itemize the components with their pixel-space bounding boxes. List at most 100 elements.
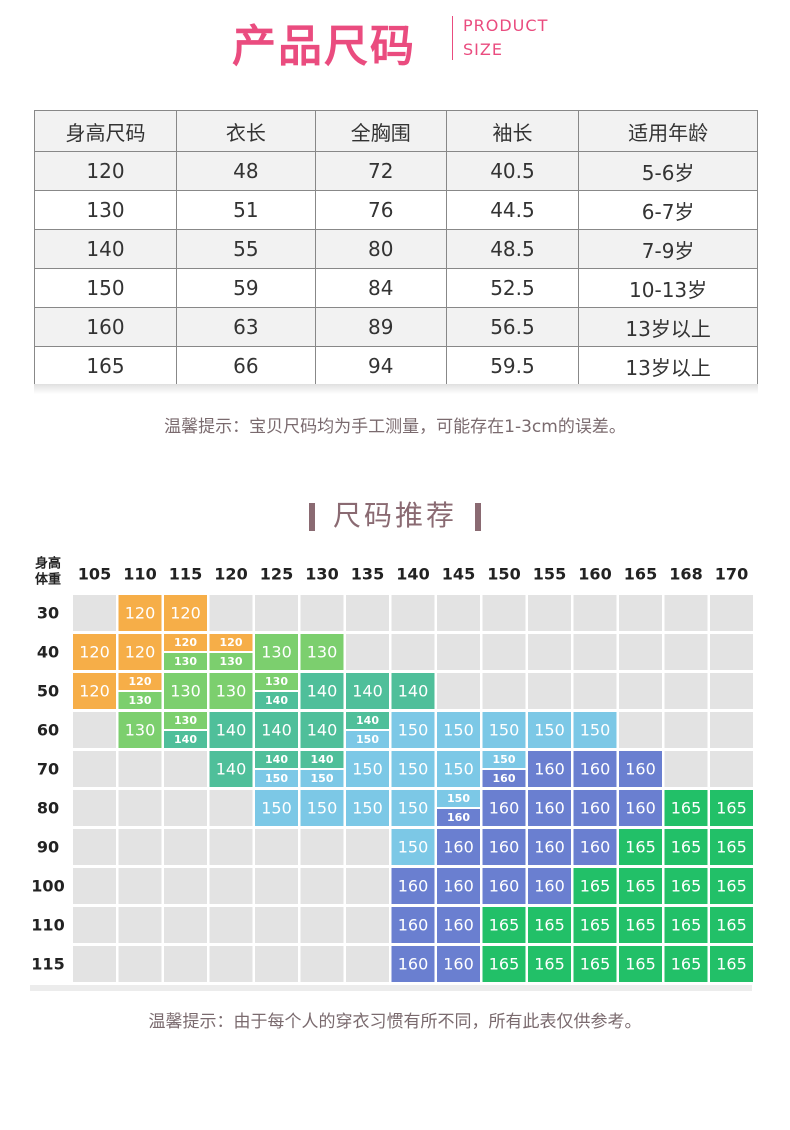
size-cell xyxy=(118,595,162,631)
size-cell xyxy=(482,712,526,748)
header-row: 身高尺码 衣长 全胸围 袖长 适用年龄 xyxy=(33,110,758,152)
size-cell xyxy=(346,790,389,826)
empty-cell xyxy=(710,751,753,787)
label: 130 xyxy=(265,675,288,688)
label: 150 xyxy=(398,721,429,740)
cell: 5-6岁 xyxy=(578,151,758,191)
size-cell xyxy=(528,907,571,943)
label: 140 xyxy=(352,682,383,701)
empty-cell xyxy=(209,790,253,826)
size-cell xyxy=(391,868,435,904)
size-cell-half xyxy=(209,634,253,651)
size-cell xyxy=(73,634,116,670)
empty-cell xyxy=(664,673,708,709)
empty-cell xyxy=(255,595,298,631)
subtitle-line: PRODUCT xyxy=(463,16,549,35)
label: 130 xyxy=(174,655,197,668)
label: 115 xyxy=(169,565,202,584)
size-cell xyxy=(573,790,617,826)
label: 165 xyxy=(716,916,747,935)
size-cell-half xyxy=(346,731,389,748)
label: 130 xyxy=(216,682,247,701)
empty-cell xyxy=(164,829,207,865)
label: 160 xyxy=(398,916,429,935)
size-cell xyxy=(573,829,617,865)
label: 160 xyxy=(625,799,656,818)
label: 130 xyxy=(305,565,338,584)
cell: 44.5 xyxy=(445,190,580,230)
cell: 160 xyxy=(33,307,178,347)
label: 150 xyxy=(307,799,338,818)
label: 150 xyxy=(398,760,429,779)
size-cell xyxy=(209,751,253,787)
size-cell xyxy=(164,595,207,631)
empty-cell xyxy=(619,673,662,709)
size-cell xyxy=(437,751,480,787)
size-cell-half xyxy=(118,692,162,709)
size-cell xyxy=(664,907,708,943)
empty-cell xyxy=(437,595,480,631)
empty-cell xyxy=(619,712,662,748)
size-cell xyxy=(118,712,162,748)
size-cell xyxy=(300,673,344,709)
empty-cell xyxy=(118,790,162,826)
label: 160 xyxy=(578,565,611,584)
label: 150 xyxy=(352,760,383,779)
empty-cell xyxy=(209,946,253,982)
cell: 13岁以上 xyxy=(578,346,758,386)
empty-cell xyxy=(391,595,435,631)
empty-cell xyxy=(573,595,617,631)
label: 130 xyxy=(261,643,292,662)
label: 150 xyxy=(265,772,288,785)
header-cell: 袖长 xyxy=(445,110,580,152)
empty-cell xyxy=(346,946,389,982)
empty-cell xyxy=(573,673,617,709)
label: 160 xyxy=(489,877,520,896)
note: 温馨提示：宝贝尺码均为手工测量，可能存在1-3cm的误差。 xyxy=(164,417,626,437)
empty-cell xyxy=(255,868,298,904)
empty-cell xyxy=(73,790,116,826)
empty-cell xyxy=(710,712,753,748)
label: 165 xyxy=(716,838,747,857)
empty-cell xyxy=(528,595,571,631)
size-cell xyxy=(437,946,480,982)
size-cell xyxy=(619,907,662,943)
size-cell xyxy=(528,829,571,865)
empty-cell xyxy=(209,829,253,865)
empty-cell xyxy=(573,634,617,670)
label: 165 xyxy=(489,916,520,935)
divider xyxy=(452,16,453,60)
empty-cell xyxy=(164,790,207,826)
label: 140 xyxy=(398,682,429,701)
empty-cell xyxy=(437,673,480,709)
label: 150 xyxy=(398,799,429,818)
size-cell xyxy=(164,673,207,709)
empty-cell xyxy=(300,946,344,982)
cell: 84 xyxy=(314,268,447,308)
empty-cell xyxy=(209,595,253,631)
label: 140 xyxy=(174,733,197,746)
size-cell xyxy=(391,790,435,826)
empty-cell xyxy=(255,946,298,982)
empty-cell xyxy=(346,829,389,865)
empty-cell xyxy=(346,868,389,904)
label: 140 xyxy=(311,753,334,766)
size-cell xyxy=(528,751,571,787)
label: 165 xyxy=(671,799,702,818)
label: 155 xyxy=(533,565,566,584)
empty-cell xyxy=(391,634,435,670)
subtitle-line: SIZE xyxy=(463,40,503,59)
size-cell xyxy=(664,868,708,904)
size-cell xyxy=(664,829,708,865)
empty-cell xyxy=(346,634,389,670)
size-cell xyxy=(528,712,571,748)
size-cell-half xyxy=(300,751,344,768)
label: 165 xyxy=(671,955,702,974)
label: 165 xyxy=(624,565,657,584)
label: 160 xyxy=(534,838,565,857)
empty-cell xyxy=(118,751,162,787)
cell: 130 xyxy=(33,190,178,230)
empty-cell xyxy=(710,634,753,670)
size-cell-half xyxy=(164,653,207,670)
